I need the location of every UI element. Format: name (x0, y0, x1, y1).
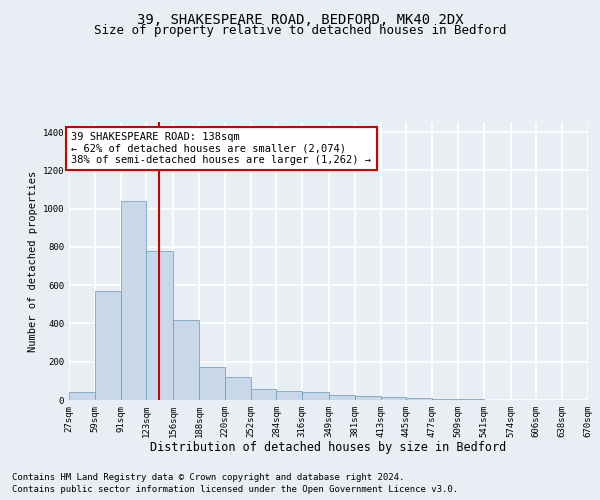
Bar (277, 392, 302, 400)
Bar (355, 396, 380, 400)
Bar (146, 250, 173, 400)
Bar (173, 320, 199, 400)
Bar (69, 392, 95, 400)
Text: Contains HM Land Registry data © Crown copyright and database right 2024.: Contains HM Land Registry data © Crown c… (12, 472, 404, 482)
Bar (225, 377, 251, 400)
Bar (199, 366, 225, 400)
X-axis label: Distribution of detached houses by size in Bedford: Distribution of detached houses by size … (151, 442, 506, 454)
Text: Size of property relative to detached houses in Bedford: Size of property relative to detached ho… (94, 24, 506, 37)
Bar (380, 397, 406, 400)
Y-axis label: Number of detached properties: Number of detached properties (28, 170, 38, 352)
Text: 39 SHAKESPEARE ROAD: 138sqm
← 62% of detached houses are smaller (2,074)
38% of : 39 SHAKESPEARE ROAD: 138sqm ← 62% of det… (71, 132, 371, 166)
Text: Contains public sector information licensed under the Open Government Licence v3: Contains public sector information licen… (12, 485, 458, 494)
Bar (432, 399, 458, 400)
Bar (95, 291, 121, 400)
Bar (329, 395, 355, 400)
Bar (406, 398, 432, 400)
Bar (302, 392, 329, 400)
Bar (251, 388, 277, 400)
Bar (121, 201, 146, 400)
Text: 39, SHAKESPEARE ROAD, BEDFORD, MK40 2DX: 39, SHAKESPEARE ROAD, BEDFORD, MK40 2DX (137, 12, 463, 26)
